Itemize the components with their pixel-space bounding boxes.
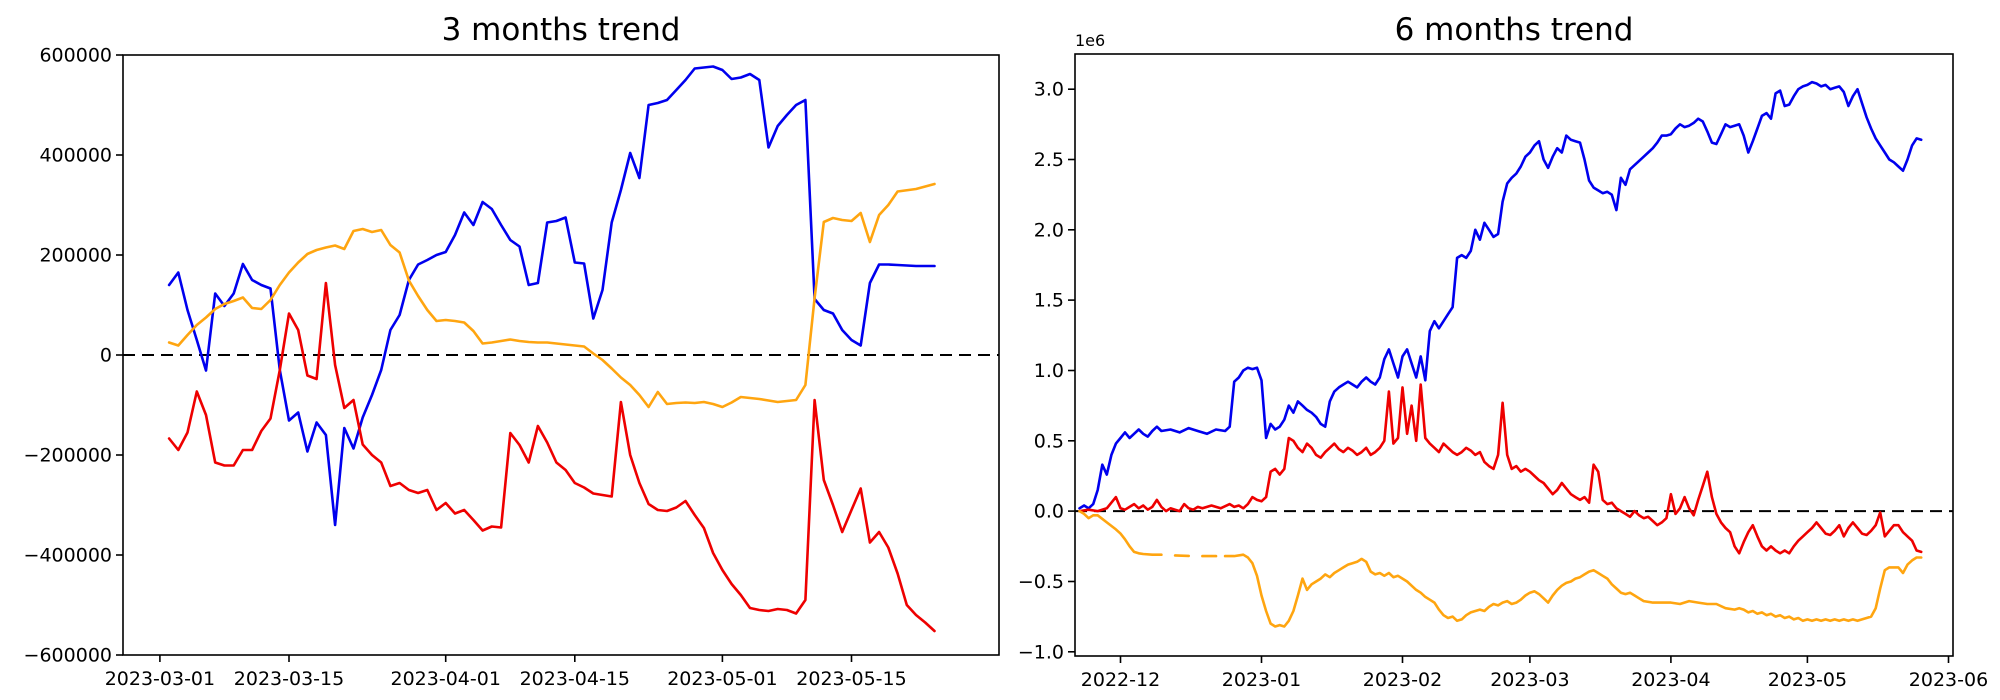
plot-frame [1074, 53, 1954, 657]
y-tick-label: −400000 [24, 545, 112, 567]
y-tick-label: 200000 [39, 245, 112, 267]
y-tick-label: −0.5 [1018, 571, 1064, 593]
chart-title-3-months: 3 months trend [442, 12, 681, 48]
x-tick-label: 2023-05-15 [796, 668, 906, 690]
x-tick-label: 2023-05-01 [667, 668, 777, 690]
y-tick-label: 600000 [39, 45, 112, 67]
y-tick-label: 0 [100, 345, 112, 367]
x-tick-label: 2023-05 [1768, 669, 1847, 691]
chart-3-months-trend: 3 months trend 2023-03-01 2023-03-15 2023-… [24, 12, 1000, 690]
x-tick-label: 2023-04-01 [390, 668, 500, 690]
x-tick-label: 2023-03-15 [234, 668, 344, 690]
chart-6-months-trend: 6 months trend 1e6 2022-12 2023-01 2023-02… [1018, 12, 1988, 691]
orange-line [167, 182, 936, 409]
y-tick-label: −200000 [24, 445, 112, 467]
x-tick-label: 2023-03-01 [105, 668, 215, 690]
y-tick-label: 0.5 [1034, 430, 1064, 452]
y-tick-label: −1.0 [1018, 641, 1064, 663]
y-tick-label: 1.5 [1034, 290, 1064, 312]
x-tick-label: 2023-04 [1631, 669, 1710, 691]
orange-line [1223, 553, 1923, 628]
chart-title-6-months: 6 months trend [1395, 12, 1634, 48]
y-tick-label: 2.0 [1034, 219, 1064, 241]
red-line [167, 281, 936, 633]
y-tick-label: −600000 [24, 645, 112, 667]
x-tick-label: 2022-12 [1081, 669, 1160, 691]
x-tick-label: 2023-04-15 [520, 668, 630, 690]
x-tick-label: 2023-01 [1222, 669, 1301, 691]
y-tick-label: 2.5 [1034, 149, 1064, 171]
blue-line [167, 65, 936, 527]
x-tick-label: 2023-03 [1490, 669, 1569, 691]
y-tick-label: 400000 [39, 145, 112, 167]
orange-line [1173, 554, 1190, 558]
y-tick-label: 1.0 [1034, 360, 1064, 382]
x-tick-label: 2023-02 [1363, 669, 1442, 691]
x-tick-label: 2023-06 [1909, 669, 1988, 691]
orange-line [1078, 509, 1163, 557]
y-tick-label: 0.0 [1034, 501, 1064, 523]
red-line [1078, 383, 1923, 555]
y-axis-offset-label: 1e6 [1075, 31, 1105, 50]
y-tick-label: 3.0 [1034, 79, 1064, 101]
blue-line [1078, 80, 1923, 510]
